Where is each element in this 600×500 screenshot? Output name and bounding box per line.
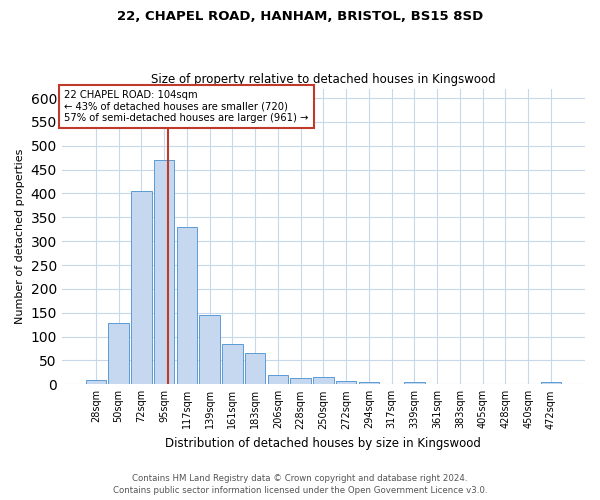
Bar xyxy=(268,375,288,384)
Y-axis label: Number of detached properties: Number of detached properties xyxy=(15,148,25,324)
Bar xyxy=(404,382,425,384)
X-axis label: Distribution of detached houses by size in Kingswood: Distribution of detached houses by size … xyxy=(166,437,481,450)
Bar xyxy=(541,382,561,384)
Bar xyxy=(109,323,129,384)
Bar xyxy=(359,382,379,384)
Bar xyxy=(290,378,311,384)
Bar xyxy=(336,381,356,384)
Bar xyxy=(222,344,242,385)
Bar xyxy=(245,354,265,384)
Title: Size of property relative to detached houses in Kingswood: Size of property relative to detached ho… xyxy=(151,73,496,86)
Text: 22, CHAPEL ROAD, HANHAM, BRISTOL, BS15 8SD: 22, CHAPEL ROAD, HANHAM, BRISTOL, BS15 8… xyxy=(117,10,483,23)
Text: 22 CHAPEL ROAD: 104sqm
← 43% of detached houses are smaller (720)
57% of semi-de: 22 CHAPEL ROAD: 104sqm ← 43% of detached… xyxy=(64,90,309,123)
Bar xyxy=(86,380,106,384)
Bar xyxy=(176,227,197,384)
Bar xyxy=(154,160,175,384)
Text: Contains HM Land Registry data © Crown copyright and database right 2024.
Contai: Contains HM Land Registry data © Crown c… xyxy=(113,474,487,495)
Bar xyxy=(131,191,152,384)
Bar xyxy=(313,376,334,384)
Bar xyxy=(199,315,220,384)
